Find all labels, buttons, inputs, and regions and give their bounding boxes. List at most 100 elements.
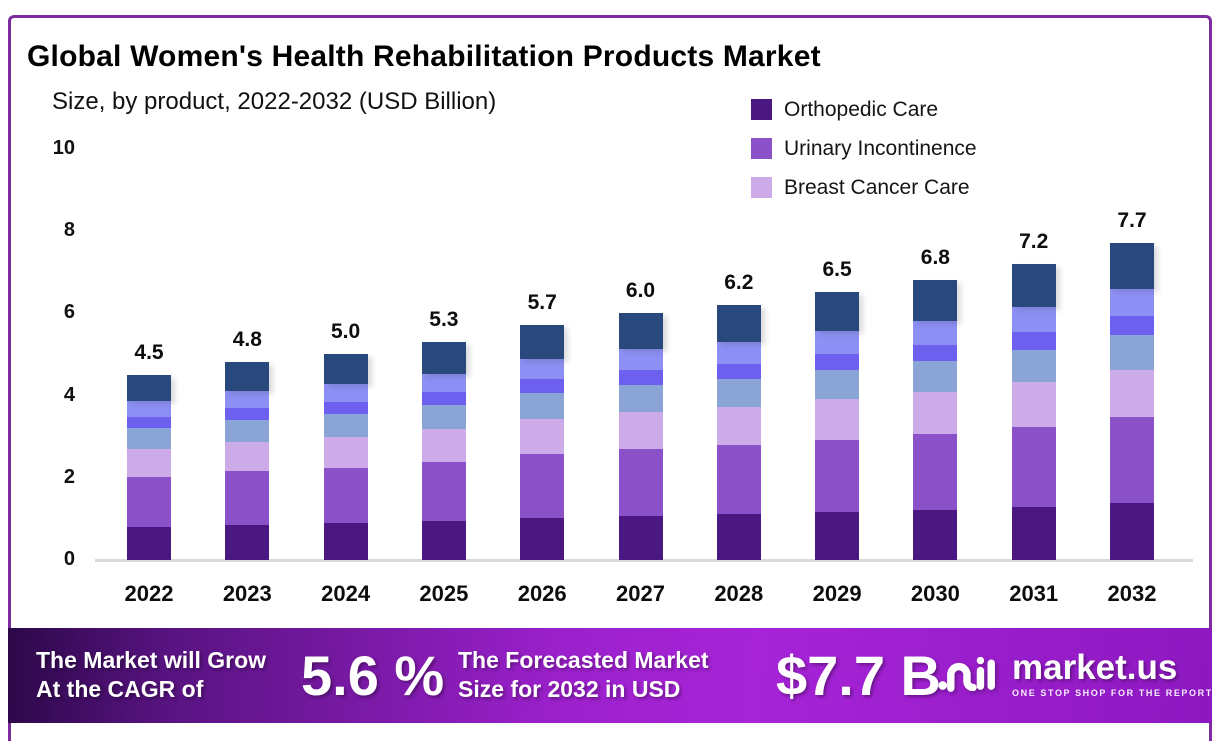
x-axis-tick-label-2027: 2027 bbox=[616, 581, 665, 606]
chart-subtitle: Size, by product, 2022-2032 (USD Billion… bbox=[52, 88, 497, 115]
bar-segment-2026-unlabeled-periwinkle-segment bbox=[520, 359, 565, 380]
bar-segment-2027-unlabeled-violet-segment bbox=[618, 370, 663, 385]
bar-segment-2026-urinary-incontinence bbox=[520, 454, 565, 518]
y-axis-tick-label: 8 bbox=[63, 219, 75, 242]
bar-segment-2032-urinary-incontinence bbox=[1110, 417, 1154, 503]
bar-segment-2024-orthopedic-care bbox=[323, 523, 368, 560]
bar-segment-2030-unlabeled-navy-segment bbox=[913, 280, 958, 321]
bar-segment-2023-unlabeled-steel-blue-segment bbox=[225, 419, 270, 442]
bar-segment-2028-unlabeled-periwinkle-segment bbox=[716, 342, 761, 364]
bar-segment-2025-unlabeled-violet-segment bbox=[421, 392, 466, 406]
bar-segment-2032-unlabeled-violet-segment bbox=[1110, 315, 1154, 335]
x-axis-tick-label-2028: 2028 bbox=[714, 581, 764, 606]
marketus-logo-icon bbox=[938, 656, 995, 692]
bar-segment-2028-breast-cancer-care bbox=[716, 407, 761, 446]
bar-total-label-2030: 6.8 bbox=[920, 246, 950, 270]
bar-segment-2028-urinary-incontinence bbox=[716, 445, 761, 514]
bar-segment-2025-unlabeled-periwinkle-segment bbox=[421, 373, 466, 393]
bar-segment-2029-unlabeled-periwinkle-segment bbox=[815, 331, 860, 354]
bar-segment-2025-urinary-incontinence bbox=[421, 462, 466, 521]
bar-segment-2032-unlabeled-steel-blue-segment bbox=[1110, 334, 1154, 370]
bar-segment-2023-unlabeled-violet-segment bbox=[225, 407, 270, 420]
bar-total-label-2028: 6.2 bbox=[724, 271, 754, 295]
y-axis-tick-label: 0 bbox=[63, 548, 75, 570]
bar-segment-2029-unlabeled-steel-blue-segment bbox=[815, 369, 860, 400]
bar-total-label-2027: 6.0 bbox=[625, 279, 656, 303]
bar-segment-2032-breast-cancer-care bbox=[1110, 369, 1154, 418]
bar-segment-2032-unlabeled-navy-segment bbox=[1110, 243, 1154, 290]
legend-label: Orthopedic Care bbox=[784, 97, 939, 121]
bar-segment-2029-orthopedic-care bbox=[815, 511, 860, 560]
bar-segment-2022-unlabeled-violet-segment bbox=[127, 416, 171, 429]
bar-segment-2029-urinary-incontinence bbox=[815, 439, 860, 512]
bar-segment-2022-urinary-incontinence bbox=[127, 476, 171, 527]
x-axis-tick-label-2024: 2024 bbox=[321, 581, 371, 606]
bar-segment-2023-unlabeled-periwinkle-segment bbox=[225, 391, 270, 408]
bar-segment-2026-unlabeled-navy-segment bbox=[520, 325, 565, 360]
bar-segment-2022-unlabeled-steel-blue-segment bbox=[127, 428, 171, 449]
bar-segment-2031-unlabeled-violet-segment bbox=[1011, 332, 1056, 350]
bar-segment-2023-orthopedic-care bbox=[225, 524, 270, 560]
bar-segment-2026-unlabeled-steel-blue-segment bbox=[520, 393, 565, 420]
bar-segment-2027-urinary-incontinence bbox=[618, 449, 663, 516]
x-axis-tick-label-2026: 2026 bbox=[517, 581, 567, 606]
logo-tagline: ONE STOP SHOP FOR THE REPORTS bbox=[1012, 687, 1216, 698]
forecast-value: $7.7 B bbox=[776, 644, 941, 707]
y-axis-tick-label: 2 bbox=[63, 465, 75, 488]
bar-segment-2029-unlabeled-navy-segment bbox=[815, 292, 860, 332]
bar-segment-2024-unlabeled-navy-segment bbox=[323, 354, 368, 385]
cagr-value: 5.6 % bbox=[301, 644, 445, 707]
bar-segment-2028-orthopedic-care bbox=[716, 513, 761, 560]
bar-total-label-2032: 7.7 bbox=[1117, 209, 1147, 233]
bar-segment-2030-unlabeled-steel-blue-segment bbox=[913, 361, 958, 393]
bar-total-label-2026: 5.7 bbox=[527, 291, 557, 315]
logo-wordmark: market.us bbox=[1012, 647, 1178, 687]
bar-segment-2028-unlabeled-navy-segment bbox=[716, 305, 761, 343]
bar-segment-2026-breast-cancer-care bbox=[520, 419, 565, 455]
x-axis-line bbox=[95, 559, 1193, 562]
bar-total-label-2022: 4.5 bbox=[134, 340, 164, 364]
bar-segment-2022-orthopedic-care bbox=[127, 526, 171, 560]
x-axis-tick-label-2022: 2022 bbox=[124, 581, 174, 606]
x-axis-tick-label-2032: 2032 bbox=[1107, 581, 1157, 606]
bar-segment-2031-urinary-incontinence bbox=[1011, 426, 1056, 507]
bar-segment-2029-unlabeled-violet-segment bbox=[815, 353, 860, 370]
bar-segment-2025-breast-cancer-care bbox=[421, 429, 466, 463]
y-axis-tick-label: 6 bbox=[63, 301, 75, 324]
banner-left-line1: The Market will Grow bbox=[36, 647, 267, 673]
marketus-logo: market.us ONE STOP SHOP FOR THE REPORTS bbox=[938, 646, 1216, 702]
bar-segment-2022-unlabeled-navy-segment bbox=[127, 374, 171, 402]
bar-segment-2027-breast-cancer-care bbox=[618, 412, 663, 450]
x-axis-tick-label-2025: 2025 bbox=[419, 581, 469, 606]
page-title: Global Women's Health Rehabilitation Pro… bbox=[27, 40, 821, 73]
bar-segment-2032-unlabeled-periwinkle-segment bbox=[1110, 289, 1154, 316]
banner-mid-line2: Size for 2032 in USD bbox=[458, 675, 681, 702]
bar-segment-2025-unlabeled-navy-segment bbox=[421, 342, 466, 374]
bar-segment-2030-unlabeled-periwinkle-segment bbox=[913, 320, 958, 345]
bar-segment-2024-urinary-incontinence bbox=[323, 467, 368, 523]
bar-segment-2028-unlabeled-steel-blue-segment bbox=[716, 379, 761, 408]
bar-total-label-2023: 4.8 bbox=[232, 328, 262, 352]
bar-segment-2024-breast-cancer-care bbox=[323, 436, 368, 468]
bar-segment-2027-unlabeled-periwinkle-segment bbox=[618, 349, 663, 371]
bar-segment-2027-orthopedic-care bbox=[618, 515, 663, 560]
banner-mid-text: The Forecasted Market Size for 2032 in U… bbox=[458, 646, 709, 704]
bar-segment-2025-orthopedic-care bbox=[421, 520, 466, 560]
bar-segment-2026-unlabeled-violet-segment bbox=[520, 379, 565, 394]
bar-total-label-2025: 5.3 bbox=[429, 308, 459, 332]
legend-swatch-icon bbox=[751, 99, 772, 120]
x-axis-tick-label-2031: 2031 bbox=[1009, 581, 1059, 606]
legend-label: Urinary Incontinence bbox=[784, 136, 977, 160]
bar-segment-2024-unlabeled-periwinkle-segment bbox=[323, 384, 368, 402]
bar-total-label-2029: 6.5 bbox=[822, 258, 852, 282]
bar-segment-2030-unlabeled-violet-segment bbox=[913, 344, 958, 362]
legend-item: Urinary Incontinence bbox=[751, 129, 977, 168]
legend-swatch-icon bbox=[751, 177, 772, 198]
footer-banner: The Market will Grow At the CAGR of 5.6 … bbox=[8, 628, 1216, 723]
chart-frame-border bbox=[8, 15, 1212, 741]
legend-item: Orthopedic Care bbox=[751, 90, 977, 129]
y-axis-tick-label: 4 bbox=[63, 383, 75, 406]
bar-segment-2024-unlabeled-steel-blue-segment bbox=[323, 414, 368, 437]
bar-segment-2030-breast-cancer-care bbox=[913, 392, 958, 435]
